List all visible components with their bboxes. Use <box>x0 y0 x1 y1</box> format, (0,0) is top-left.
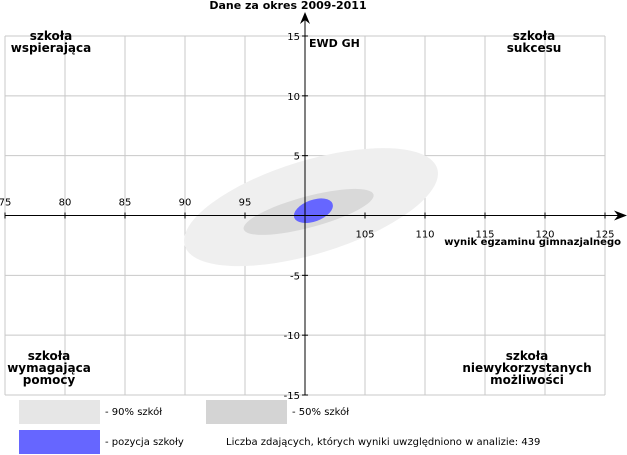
legend-label-90: - 90% szkół <box>105 406 162 418</box>
x-tick-label: 125 <box>595 230 614 241</box>
x-tick-label: 90 <box>179 198 192 209</box>
x-tick-label: 95 <box>239 198 252 209</box>
y-axis-arrow <box>300 12 310 24</box>
y-tick-label: -5 <box>290 271 300 282</box>
legend-swatch-50 <box>206 400 287 424</box>
x-tick-label: 120 <box>535 230 554 241</box>
y-tick-label: 5 <box>294 152 300 163</box>
x-tick-label: 80 <box>59 198 72 209</box>
legend-label-50: - 50% szkół <box>292 406 349 418</box>
y-tick-label: 15 <box>287 32 300 43</box>
x-axis-label: wynik egzaminu gimnazjalnego <box>444 237 621 248</box>
x-tick-label: 75 <box>0 198 11 209</box>
legend-swatch-90 <box>19 400 100 424</box>
quadrant-label-bottom-right: szkoła niewykorzystanych możliwości <box>462 349 591 387</box>
x-tick-label: 105 <box>355 230 374 241</box>
y-axis-label: EWD GH <box>309 37 360 50</box>
legend: - 90% szkół - 50% szkół - pozycja szkoły <box>19 400 349 454</box>
quadrant-label-bottom-left: szkoła wymagająca pomocy <box>7 349 91 387</box>
y-tick-label: -10 <box>284 331 300 342</box>
legend-label-school: - pozycja szkoły <box>105 437 184 448</box>
quadrant-label-top-right: szkoła sukcesu <box>507 29 562 55</box>
x-tick-label: 85 <box>119 198 132 209</box>
chart-title: Dane za okres 2009-2011 <box>209 0 366 12</box>
x-tick-label: 115 <box>475 230 494 241</box>
legend-swatch-school <box>19 430 100 454</box>
x-tick-label: 110 <box>415 230 434 241</box>
y-tick-label: -15 <box>284 391 300 402</box>
y-tick-label: 10 <box>287 92 300 103</box>
quadrant-label-top-left: szkoła wspierająca <box>11 29 92 55</box>
axes <box>5 12 627 395</box>
x-axis-arrow <box>614 210 627 221</box>
analysis-note: Liczba zdających, których wyniki uwzględ… <box>226 436 540 448</box>
quadrant-labels: szkoła wspierająca szkoła sukcesu szkoła wyma… <box>7 29 591 387</box>
ellipse-school-position <box>293 198 333 224</box>
ellipse-layer <box>184 148 438 267</box>
